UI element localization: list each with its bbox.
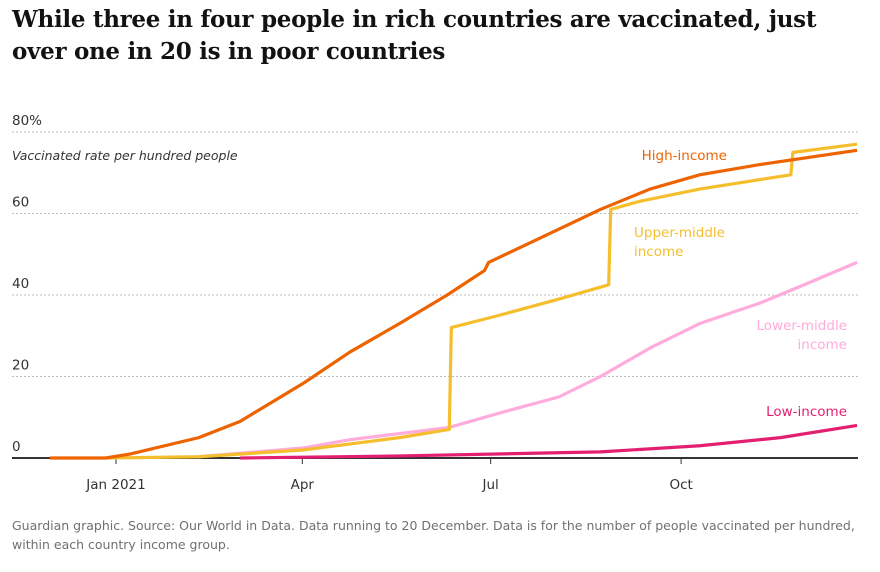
- line-chart: 0 20 40 60 80% Vaccinated rate per hundred pe…: [12, 113, 858, 493]
- series-label: Upper-middle: [634, 225, 725, 241]
- series-label: income: [634, 244, 683, 260]
- series-line-upper-middle-income: [105, 142, 858, 460]
- series-label: income: [798, 337, 847, 353]
- y-tick-label: 60: [12, 195, 29, 211]
- y-tick-label: 40: [12, 276, 29, 292]
- y-tick-label: 0: [12, 439, 21, 455]
- x-tick-label: Apr: [291, 477, 315, 493]
- series-line-lower-middle-income: [198, 260, 858, 459]
- x-tick-label: Jul: [482, 477, 499, 493]
- x-tick-label: Jan 2021: [85, 477, 145, 493]
- series-label: High-income: [642, 148, 727, 164]
- series-line-low-income: [240, 423, 858, 460]
- chart-footer: Guardian graphic. Source: Our World in D…: [12, 518, 855, 552]
- y-tick-label: 20: [12, 358, 29, 374]
- x-tick-label: Oct: [669, 477, 692, 493]
- series-label: Lower-middle: [756, 318, 847, 334]
- series-label: Low-income: [766, 404, 847, 420]
- y-tick-label: 80%: [12, 113, 42, 129]
- series-line-high-income: [49, 148, 858, 460]
- y-axis-label: Vaccinated rate per hundred people: [12, 148, 238, 163]
- chart-title: While three in four people in rich count…: [12, 6, 817, 65]
